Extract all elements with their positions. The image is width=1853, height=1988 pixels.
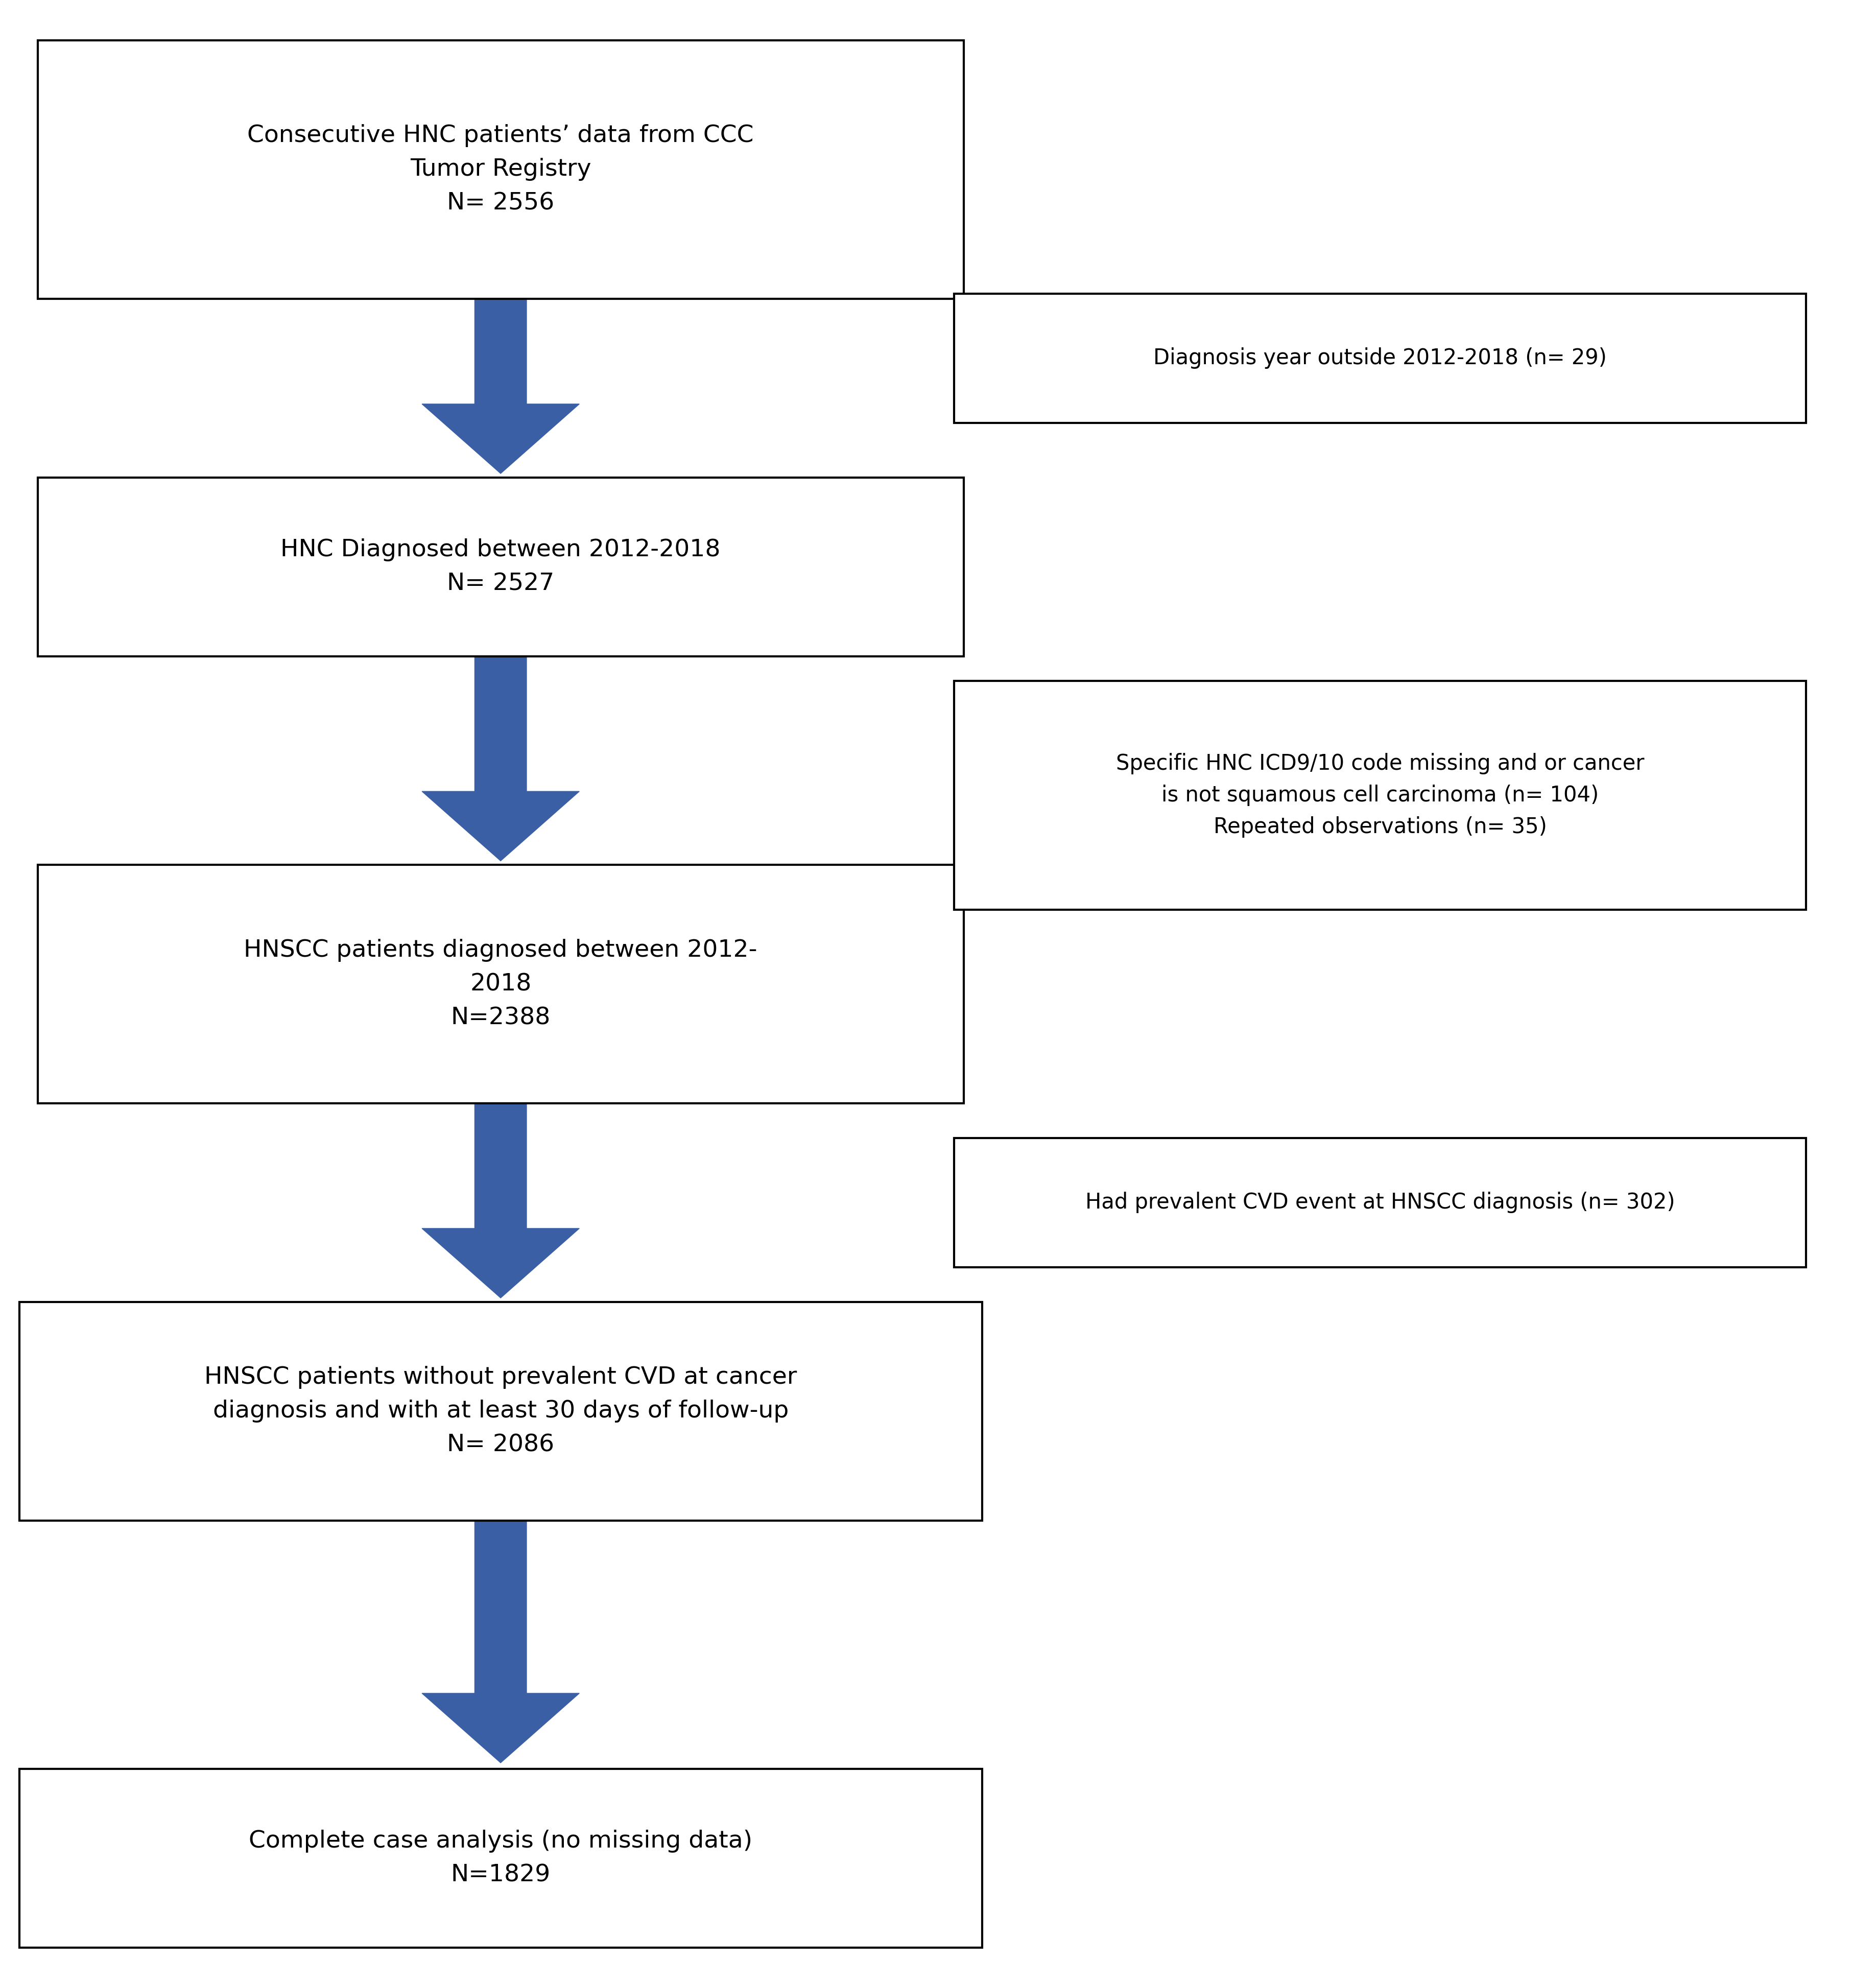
FancyBboxPatch shape	[19, 1302, 982, 1521]
Text: HNSCC patients diagnosed between 2012-
2018
N=2388: HNSCC patients diagnosed between 2012- 2…	[245, 938, 758, 1030]
FancyBboxPatch shape	[954, 682, 1807, 911]
FancyBboxPatch shape	[19, 1769, 982, 1948]
Polygon shape	[422, 298, 580, 473]
Text: HNC Diagnosed between 2012-2018
N= 2527: HNC Diagnosed between 2012-2018 N= 2527	[280, 539, 721, 594]
Text: HNSCC patients without prevalent CVD at cancer
diagnosis and with at least 30 da: HNSCC patients without prevalent CVD at …	[204, 1366, 797, 1457]
FancyBboxPatch shape	[37, 865, 964, 1103]
Text: Had prevalent CVD event at HNSCC diagnosis (n= 302): Had prevalent CVD event at HNSCC diagnos…	[1086, 1193, 1675, 1213]
FancyBboxPatch shape	[37, 40, 964, 298]
FancyBboxPatch shape	[954, 294, 1807, 423]
Text: Diagnosis year outside 2012-2018 (n= 29): Diagnosis year outside 2012-2018 (n= 29)	[1153, 348, 1607, 370]
FancyBboxPatch shape	[37, 477, 964, 656]
FancyBboxPatch shape	[954, 1137, 1807, 1266]
Polygon shape	[422, 1099, 580, 1298]
Text: Specific HNC ICD9/10 code missing and or cancer
is not squamous cell carcinoma (: Specific HNC ICD9/10 code missing and or…	[1116, 753, 1644, 837]
Text: Complete case analysis (no missing data)
N=1829: Complete case analysis (no missing data)…	[248, 1829, 752, 1887]
Text: Consecutive HNC patients’ data from CCC
Tumor Registry
N= 2556: Consecutive HNC patients’ data from CCC …	[248, 125, 754, 215]
Polygon shape	[422, 1517, 580, 1763]
Polygon shape	[422, 656, 580, 861]
